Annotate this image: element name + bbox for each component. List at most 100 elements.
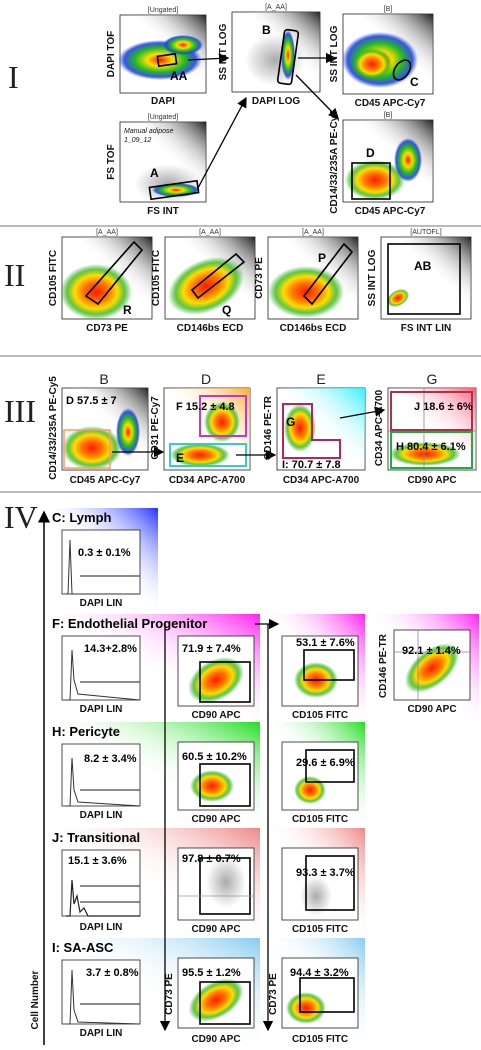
sec4-row-pericyte-pct: 8.2 ± 3.4% [84, 753, 137, 765]
sec2-plot-1: [A_AA] R CD73 PE CD105 FITC [48, 229, 153, 334]
sec1-p5-ylabel: CD14/33/235A PE-Cy5 [329, 110, 340, 214]
sec1-plot-fs: [Ungated] Manual adipose 1_09_12 A FS IN… [106, 114, 207, 217]
sec1-p1-title: [Ungated] [148, 7, 178, 14]
sec4-row-transitional: J: Transitional 15.1 ± 3.6% DAPI LIN 97.… [50, 828, 365, 938]
sec2-p4-xlabel: FS INT LIN [401, 323, 452, 334]
sec3-p1-ylabel: CD14/33/235A PE-Cy5 [48, 376, 59, 480]
sec4-row-ep-xlabel: DAPI LIN [80, 704, 123, 715]
sec3-plot-4: G J 18.6 ± 6% H 80.4 ± 6.1% CD90 APC CD3… [374, 371, 477, 486]
sec4-row-saasc-p2-ylabel: CD73 PE [268, 973, 279, 1015]
sec2-plot-2: [A_AA] Q CD146bs ECD CD105 FITC [151, 229, 256, 334]
sec2-p2-title: [A_AA] [199, 229, 221, 236]
sec2-p3-xlabel: CD146bs ECD [280, 323, 347, 334]
sec3-p2-xlabel: CD34 APC-A700 [169, 475, 246, 486]
sec4-row-pericyte-p1-pct: 60.5 ± 10.2% [182, 751, 247, 763]
sec4-row-ep-p3-xlabel: CD90 APC [407, 704, 456, 715]
sec1-p2-gate-label: B [262, 23, 271, 37]
sec3-p1-stat: D 57.5 ± 7 [66, 395, 117, 407]
sec3-p3-gate-label: G [286, 415, 295, 429]
sec4-row-saasc-p1-xlabel: CD90 APC [191, 1034, 240, 1045]
sec1-plot-cd45-ss: [B] C CD45 APC-Cy7 SS INT LOG [329, 6, 434, 109]
sec4-row-transitional-p2-xlabel: CD105 FITC [292, 924, 348, 935]
sec3-p3-xlabel: CD34 APC-A700 [283, 475, 360, 486]
sec4-row-saasc-xlabel: DAPI LIN [80, 1028, 123, 1039]
section-label-iv: IV [4, 499, 38, 535]
sec4-row-ep-pct: 14.3+2.8% [84, 643, 137, 655]
sec4-row-ep-p2-xlabel: CD105 FITC [292, 710, 348, 721]
sec1-p2-xlabel: DAPI LOG [252, 96, 301, 107]
sec3-p4-header: G [427, 371, 438, 387]
sec3-p3-header: E [316, 371, 325, 387]
sec4-row-lymph-name: C: Lymph [52, 510, 112, 525]
sec4-row-ep-p1-xlabel: CD90 APC [191, 710, 240, 721]
sec4-row-saasc-p2-pct: 94.4 ± 3.2% [290, 967, 349, 979]
sec1-plot-cd45-cd14: [B] D CD45 APC-Cy7 CD14/33/235A PE-Cy5 [329, 110, 434, 217]
sec2-p2-ylabel: CD105 FITC [151, 250, 162, 306]
sec4-row-ep-p2-pct: 53.1 ± 7.6% [296, 637, 355, 649]
sec2-p4-ylabel: SS INT LOG [367, 249, 378, 306]
sec2-p1-title: [A_AA] [96, 229, 118, 236]
sec1-p2-ylabel: SS INT LOG [218, 23, 229, 80]
section-label-i: I [8, 59, 19, 95]
sec4-row-pericyte-p1-xlabel: CD90 APC [191, 814, 240, 825]
sec1-p4-title: [Ungated] [148, 114, 178, 121]
sec1-plot-dapi: [Ungated] AA DAPI DAPI TOF [106, 7, 207, 107]
sec4-row-saasc-pct: 3.7 ± 0.8% [86, 967, 139, 979]
sec1-p4-note2: 1_09_12 [124, 137, 151, 144]
sec2-p1-ylabel: CD105 FITC [48, 250, 59, 306]
sec2-p3-title: [A_AA] [302, 229, 324, 236]
sec3-p4-ylabel: CD34 APC-A700 [374, 389, 385, 466]
sec4-row-ep-p1-pct: 71.9 ± 7.4% [182, 643, 241, 655]
sec4-row-pericyte-name: H: Pericyte [52, 724, 120, 739]
sec2-plot-4: [AUTOFL] AB FS INT LIN SS INT LOG [367, 229, 472, 334]
sec2-p4-title: [AUTOFL] [410, 229, 441, 236]
sec3-p3-stat: I: 70.7 ± 7.8 [282, 459, 341, 471]
sec4-row-transitional-name: J: Transitional [52, 830, 140, 845]
sec1-p3-ylabel: SS INT LOG [329, 25, 340, 82]
sec4-row-ep-name: F: Endothelial Progenitor [52, 616, 207, 631]
sec4-row-pericyte-p2-xlabel: CD105 FITC [292, 814, 348, 825]
sec2-p1-gate-label: R [123, 303, 132, 317]
sec1-plot-dapi-log: [A_AA] B DAPI LOG SS INT LOG [218, 4, 321, 107]
sec1-p1-gate-label: AA [170, 69, 188, 83]
sec1-p4-gate-label: A [150, 166, 159, 180]
sec3-p4-stat-h: H 80.4 ± 6.1% [396, 441, 466, 453]
sec4-row-saasc: I: SA-ASC 3.7 ± 0.8% DAPI LIN 95.5 ± 1.2… [50, 938, 365, 1046]
sec4-row-lymph-pct: 0.3 ± 0.1% [78, 547, 131, 559]
section-label-ii: II [4, 257, 25, 293]
sec4-row-pericyte: H: Pericyte 8.2 ± 3.4% DAPI LIN 60.5 ± 1… [50, 722, 365, 825]
sec1-p1-xlabel: DAPI [151, 96, 175, 107]
sec1-p5-gate-label: D [366, 146, 375, 160]
sec1-p5-xlabel: CD45 APC-Cy7 [355, 206, 426, 217]
sec4-row-transitional-p1-xlabel: CD90 APC [191, 924, 240, 935]
sec4-row-pericyte-xlabel: DAPI LIN [80, 810, 123, 821]
sec2-p2-xlabel: CD146bs ECD [177, 323, 244, 334]
sec4-row-transitional-xlabel: DAPI LIN [80, 922, 123, 933]
sec4-row-transitional-pct: 15.1 ± 3.6% [68, 855, 127, 867]
sec2-p2-gate-label: Q [222, 303, 231, 317]
sec3-p4-stat-j: J 18.6 ± 6% [414, 401, 473, 413]
sec3-p2-gate-label: E [176, 451, 184, 465]
sec1-p3-xlabel: CD45 APC-Cy7 [355, 98, 426, 109]
section-label-iii: III [4, 393, 36, 429]
sec1-p5-title: [B] [384, 112, 393, 119]
sec3-plot-1: B D 57.5 ± 7 CD45 APC-Cy7 CD14/33/235A P… [48, 371, 149, 486]
sec4-row-pericyte-p2-pct: 29.6 ± 6.9% [296, 757, 355, 769]
sec3-p4-xlabel: CD90 APC [407, 475, 456, 486]
sec4-row-ep: F: Endothelial Progenitor 14.3+2.8% DAPI… [50, 614, 479, 724]
cell-number-label: Cell Number [30, 970, 41, 1029]
sec4-row-ep-p3-ylabel: CD146 PE-TR [378, 633, 389, 698]
sec1-p3-title: [B] [384, 6, 393, 13]
sec4-row-lymph-xlabel: DAPI LIN [80, 598, 123, 609]
sec3-p3-ylabel: CD146 PE-TR [263, 395, 274, 460]
sec1-p2-title: [A_AA] [265, 4, 287, 11]
sec3-p2-ylabel: CD31 PE-Cy7 [150, 396, 161, 460]
sec3-plot-2: D F 15.2 ± 4.8 E CD34 APC-A700 CD31 PE-C… [150, 371, 251, 486]
sec4-row-saasc-p2-xlabel: CD105 FITC [292, 1034, 348, 1045]
sec4-row-saasc-p1-pct: 95.5 ± 1.2% [182, 967, 241, 979]
sec4-row-ep-p3-pct: 92.1 ± 1.4% [402, 645, 461, 657]
sec3-p2-header: D [201, 371, 211, 387]
sec1-p4-xlabel: FS INT [147, 206, 179, 217]
sec1-p4-note1: Manual adipose [124, 128, 174, 135]
